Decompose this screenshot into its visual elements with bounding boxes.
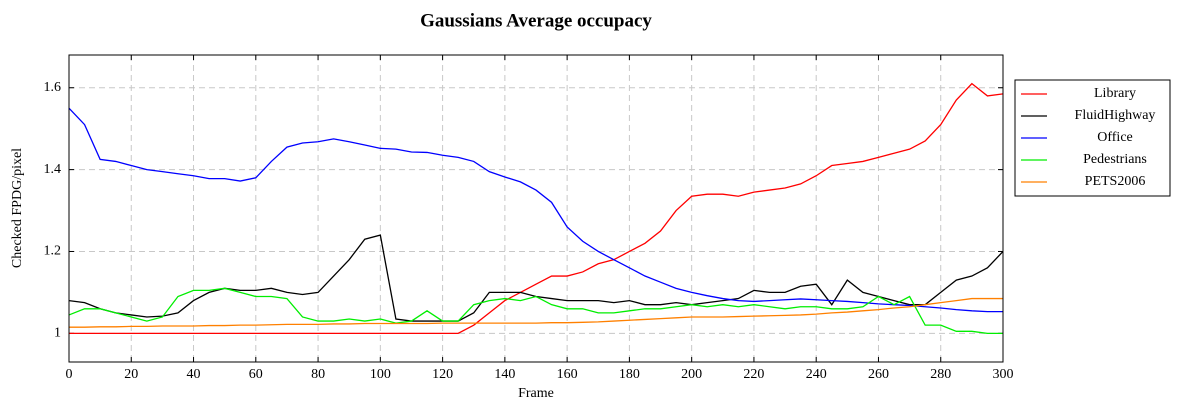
series-line xyxy=(68,287,1003,334)
x-tick-label: 80 xyxy=(311,367,325,382)
x-tick-label: 60 xyxy=(249,367,263,382)
x-tick-label: 220 xyxy=(743,367,764,382)
x-axis-label: Frame xyxy=(518,386,554,401)
legend-label: FluidHighway xyxy=(1075,108,1156,123)
y-axis-label: Checked FPDG/pixel xyxy=(10,148,25,268)
x-tick-label: 0 xyxy=(66,367,73,382)
y-tick-label: 1.2 xyxy=(44,244,62,259)
legend-label: PETS2006 xyxy=(1085,174,1146,189)
x-tick-label: 140 xyxy=(494,367,515,382)
series-line xyxy=(68,107,1003,313)
x-tick-label: 300 xyxy=(993,367,1014,382)
y-tick-label: 1.6 xyxy=(44,80,62,95)
y-tick-label: 1.4 xyxy=(44,162,62,177)
x-tick-label: 40 xyxy=(187,367,201,382)
x-tick-label: 100 xyxy=(370,367,391,382)
y-tick-label: 1 xyxy=(54,326,61,341)
x-tick-label: 120 xyxy=(432,367,453,382)
chart-title: Gaussians Average occupacy xyxy=(420,10,652,31)
x-tick-label: 160 xyxy=(557,367,578,382)
legend-label: Office xyxy=(1097,130,1133,145)
series-line xyxy=(68,234,1004,322)
legend-label: Library xyxy=(1094,86,1136,101)
x-tick-label: 260 xyxy=(868,367,889,382)
plot-frame xyxy=(68,54,1004,363)
x-tick-label: 240 xyxy=(806,367,827,382)
series-line xyxy=(69,297,1003,328)
x-tick-label: 20 xyxy=(124,367,138,382)
x-tick-label: 180 xyxy=(619,367,640,382)
x-tick-label: 200 xyxy=(681,367,702,382)
legend-label: Pedestrians xyxy=(1083,152,1147,167)
x-tick-label: 280 xyxy=(930,367,951,382)
series-line xyxy=(69,82,1004,334)
